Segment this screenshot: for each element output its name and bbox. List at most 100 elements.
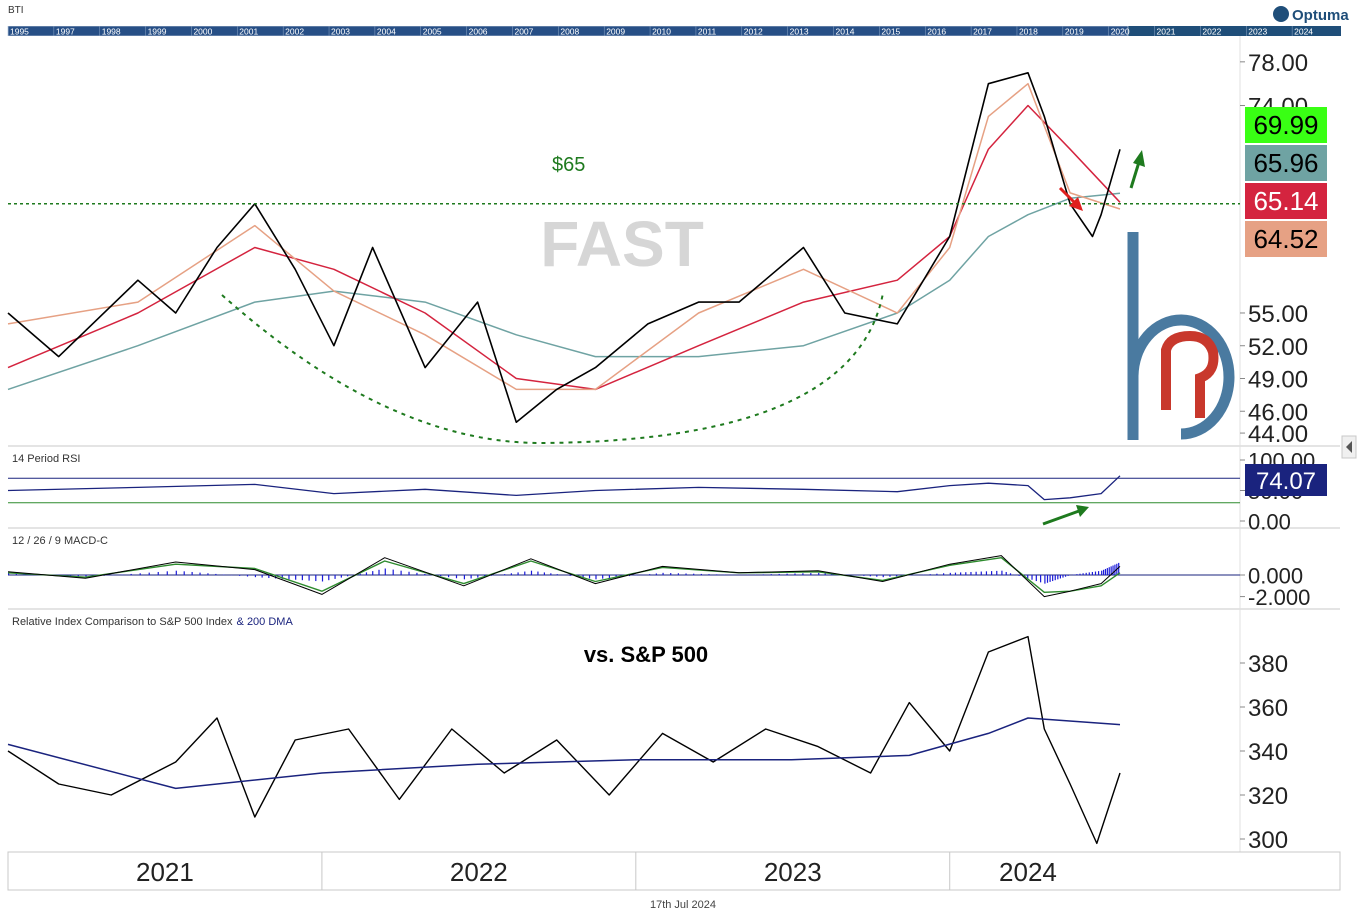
macd-histogram-bar bbox=[1052, 575, 1054, 582]
macd-histogram-bar bbox=[77, 575, 79, 577]
price-tag-ma_mid-label: 65.14 bbox=[1253, 186, 1318, 216]
macd-histogram-bar bbox=[615, 575, 617, 578]
price-tag-ma_fast bbox=[1245, 221, 1327, 257]
macd-histogram-bar bbox=[990, 571, 993, 575]
macd-panel: 12 / 26 / 9 MACD-C 0.000-2.000 bbox=[7, 528, 1340, 610]
relative-y-tick-label: 380 bbox=[1248, 651, 1288, 678]
timeline-year-label: 2017 bbox=[973, 27, 992, 37]
price-tags: 69.99 65.96 65.14 64.52 bbox=[1245, 107, 1327, 257]
macd-histogram-bar bbox=[716, 574, 718, 575]
macd-y-tick-label: 0.000 bbox=[1248, 563, 1303, 588]
macd-histogram-bar bbox=[869, 575, 871, 577]
macd-histogram-bar bbox=[334, 575, 336, 579]
price-y-tick-label: 52.00 bbox=[1248, 334, 1308, 361]
footer-date: 17th Jul 2024 bbox=[650, 899, 716, 911]
timeline-year-label: 2008 bbox=[560, 27, 579, 37]
x-axis-label: 2021 bbox=[136, 857, 194, 887]
price-tag-ma_fast-label: 64.52 bbox=[1253, 224, 1318, 254]
macd-histogram-bar bbox=[215, 573, 217, 575]
price-tag-close bbox=[1245, 107, 1327, 143]
macd-histogram-bar bbox=[556, 574, 558, 575]
timeline-year-label: 2023 bbox=[1248, 27, 1267, 37]
macd-histogram-bar bbox=[130, 573, 132, 575]
macd-histogram-bar bbox=[424, 573, 426, 575]
macd-histogram-bar bbox=[440, 575, 442, 577]
macd-histogram-bar bbox=[207, 573, 209, 575]
price-y-tick-label: 78.00 bbox=[1248, 50, 1308, 77]
macd-histogram-bar bbox=[1097, 571, 1100, 575]
relative-y-tick-label: 360 bbox=[1248, 695, 1288, 722]
macd-histogram-bar bbox=[960, 572, 962, 575]
cup-pattern-curve bbox=[221, 292, 884, 445]
macd-histogram-bar bbox=[455, 575, 458, 579]
relative-y-tick-label: 320 bbox=[1248, 783, 1288, 810]
macd-histogram-bar bbox=[655, 573, 657, 575]
macd-histogram-bar bbox=[700, 573, 702, 575]
macd-histogram-bar bbox=[268, 575, 270, 579]
price-panel: FAST $65 78.0074.0055.0052.0049.0046.004… bbox=[7, 36, 1340, 448]
macd-histogram-bar bbox=[889, 575, 891, 577]
macd-histogram-bar bbox=[802, 573, 804, 575]
macd-histogram-bar bbox=[166, 571, 168, 575]
macd-histogram-bar bbox=[246, 575, 249, 577]
timeline-year-label: 2018 bbox=[1019, 27, 1038, 37]
series-rsi-line bbox=[7, 475, 1121, 501]
timeline-year-label: 2021 bbox=[1157, 27, 1176, 37]
macd-histogram-bar bbox=[537, 571, 539, 575]
timeline-year-label: 2020 bbox=[1111, 27, 1130, 37]
x-axis-label: 2022 bbox=[450, 857, 508, 887]
relative-label: vs. S&P 500 bbox=[584, 642, 708, 667]
macd-histogram-bar bbox=[15, 573, 17, 575]
macd-histogram-bar bbox=[985, 571, 988, 575]
macd-histogram-bar bbox=[504, 574, 506, 575]
macd-histogram-bar bbox=[1059, 575, 1061, 579]
macd-histogram-bar bbox=[372, 571, 374, 575]
macd-histogram-bar bbox=[1040, 575, 1042, 583]
macd-histogram-bar bbox=[1114, 564, 1116, 575]
macd-histogram-bar bbox=[308, 575, 310, 581]
macd-histogram-bar bbox=[510, 573, 512, 575]
macd-histogram-bar bbox=[1094, 571, 1097, 575]
series-signal-line bbox=[7, 557, 1121, 593]
macd-histogram-bar bbox=[1062, 575, 1064, 578]
macd-histogram-bar bbox=[69, 575, 72, 577]
timeline-strip[interactable]: 1995 1997 1998 1999 2000 2001 2002 2003 2004 2005… bbox=[7, 25, 1341, 37]
timeline-year-label: 1999 bbox=[148, 27, 167, 37]
brand-logo[interactable]: Optuma bbox=[1273, 6, 1349, 24]
macd-histogram-bar bbox=[662, 572, 664, 575]
optuma-logo-icon bbox=[1273, 6, 1289, 22]
macd-histogram-bar bbox=[1085, 572, 1087, 575]
macd-histogram-bar bbox=[416, 572, 418, 575]
macd-histogram-bar bbox=[103, 575, 105, 576]
rsi-up-arrow-icon bbox=[1042, 505, 1089, 526]
macd-histogram-bar bbox=[595, 575, 597, 580]
macd-histogram-bar bbox=[708, 574, 710, 575]
macd-histogram-bar bbox=[148, 572, 150, 575]
timeline-year-label: 2015 bbox=[881, 27, 900, 37]
macd-histogram-bar bbox=[139, 573, 141, 575]
collapse-icon[interactable] bbox=[1341, 435, 1357, 459]
macd-histogram-bar bbox=[1104, 568, 1107, 575]
macd-histogram-bar bbox=[1057, 575, 1059, 580]
timeline-year-label: 2007 bbox=[514, 27, 533, 37]
macd-histogram-bar bbox=[274, 575, 277, 579]
series-relative-line bbox=[7, 635, 1121, 845]
price-y-tick-label: 44.00 bbox=[1248, 421, 1308, 448]
x-axis: 2021 2022 2023 2024 bbox=[7, 851, 1341, 891]
macd-histogram-bar bbox=[490, 575, 492, 576]
macd-histogram-bar bbox=[301, 575, 303, 581]
up-arrow-icon bbox=[1129, 150, 1145, 189]
timeline-year-label: 1997 bbox=[56, 27, 75, 37]
timeline-year-label: 2002 bbox=[285, 27, 304, 37]
timeline-year-label: 2019 bbox=[1065, 27, 1084, 37]
macd-histogram-bar bbox=[1091, 571, 1093, 575]
macd-histogram-bar bbox=[254, 575, 257, 578]
macd-histogram-bar bbox=[936, 573, 938, 575]
timeline-year-label: 2011 bbox=[698, 27, 717, 37]
macd-series-group bbox=[7, 555, 1121, 598]
rsi-value-tag bbox=[1245, 464, 1327, 496]
macd-histogram-bar bbox=[762, 574, 764, 575]
macd-histogram-bar bbox=[288, 575, 290, 580]
macd-histogram-bar bbox=[1112, 565, 1114, 575]
